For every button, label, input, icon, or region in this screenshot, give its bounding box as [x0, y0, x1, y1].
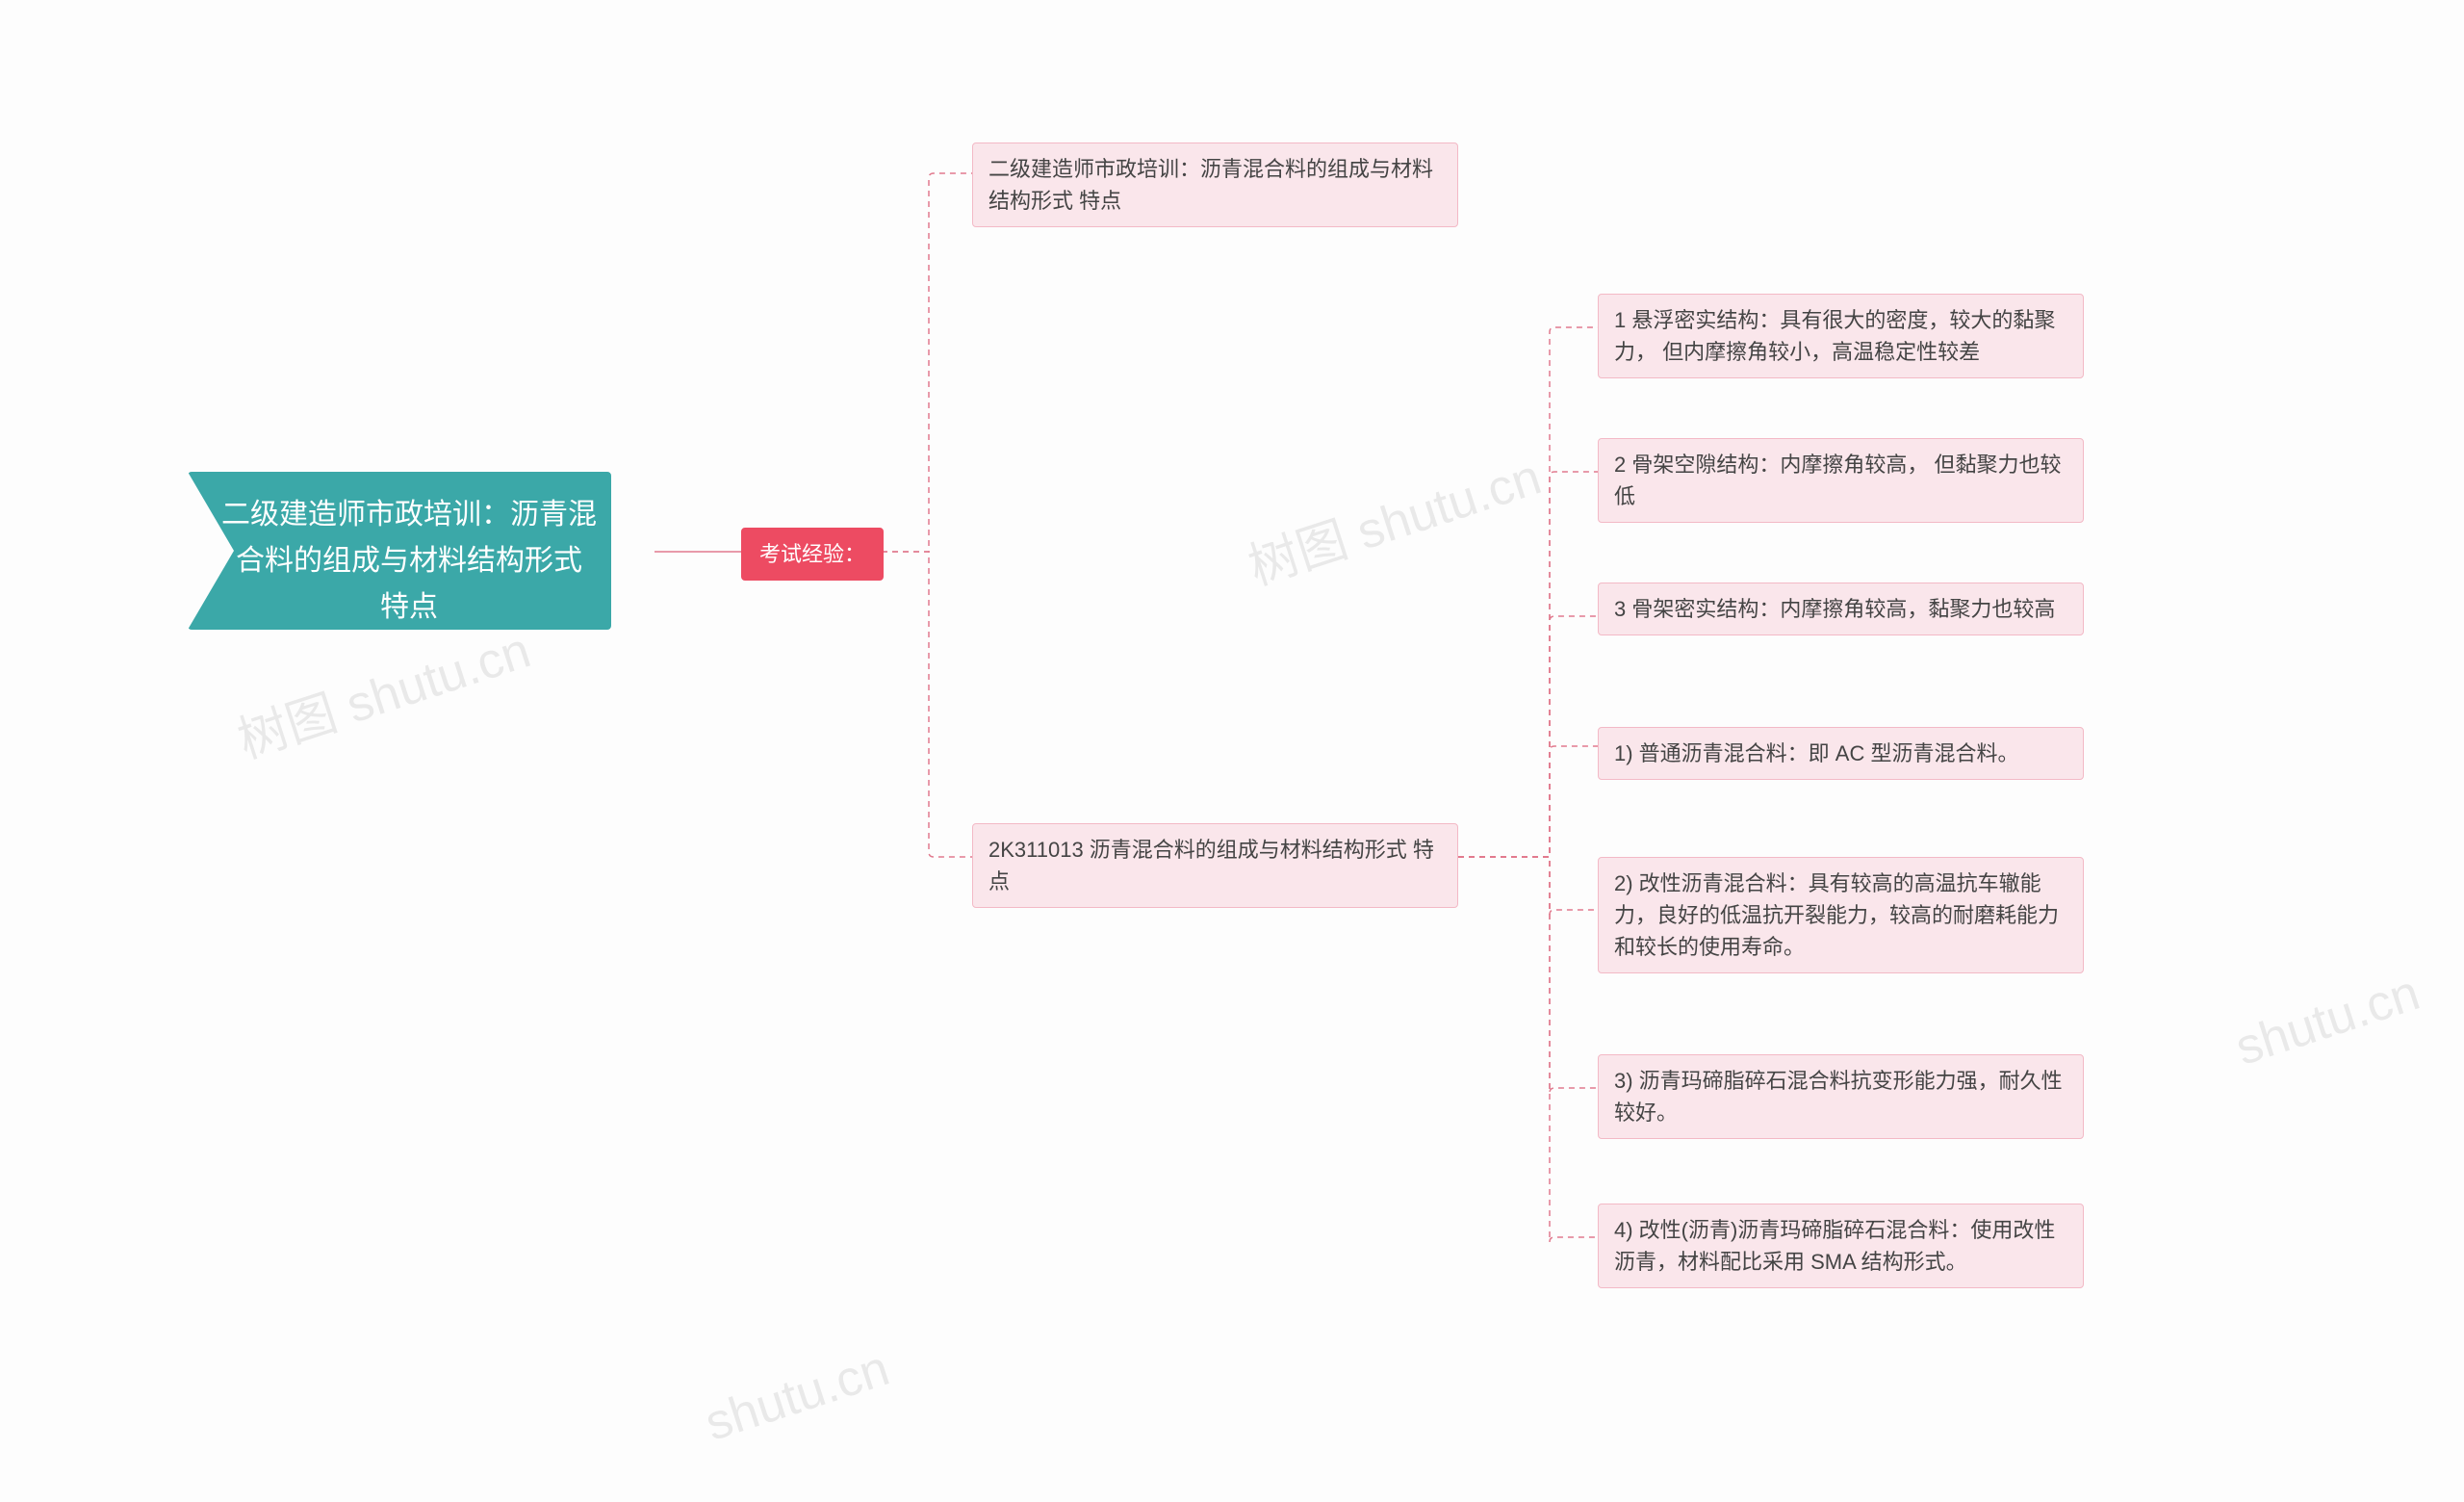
- root-label: 二级建造师市政培训：沥青混合料的组成与材料结构形式 特点: [221, 499, 597, 623]
- leaf-label: 2) 改性沥青混合料：具有较高的高温抗车辙能力，良好的低温抗开裂能力，较高的耐磨…: [1614, 871, 2059, 959]
- leaf-label: 1) 普通沥青混合料：即 AC 型沥青混合料。: [1614, 741, 2018, 765]
- branch-label: 2K311013 沥青混合料的组成与材料结构形式 特点: [988, 838, 1434, 893]
- root-node[interactable]: 二级建造师市政培训：沥青混合料的组成与材料结构形式 特点: [188, 472, 611, 630]
- watermark: shutu.cn: [2229, 964, 2426, 1077]
- leaf-node-2[interactable]: 2 骨架空隙结构：内摩擦角较高， 但黏聚力也较低: [1598, 438, 2084, 523]
- root-node-wrap: 二级建造师市政培训：沥青混合料的组成与材料结构形式 特点: [188, 472, 611, 630]
- branch-node-2[interactable]: 2K311013 沥青混合料的组成与材料结构形式 特点: [972, 823, 1458, 908]
- branch-node-1[interactable]: 二级建造师市政培训：沥青混合料的组成与材料结构形式 特点: [972, 142, 1458, 227]
- leaf-node-3[interactable]: 3 骨架密实结构：内摩擦角较高，黏聚力也较高: [1598, 583, 2084, 635]
- leaf-label: 3 骨架密实结构：内摩擦角较高，黏聚力也较高: [1614, 597, 2055, 621]
- watermark: 树图 shutu.cn: [1238, 436, 1549, 599]
- watermark: 树图 shutu.cn: [227, 609, 538, 772]
- branch-label: 二级建造师市政培训：沥青混合料的组成与材料结构形式 特点: [988, 157, 1433, 213]
- mid-node-exam-experience[interactable]: 考试经验：: [741, 528, 884, 581]
- leaf-node-5[interactable]: 2) 改性沥青混合料：具有较高的高温抗车辙能力，良好的低温抗开裂能力，较高的耐磨…: [1598, 857, 2084, 973]
- leaf-node-6[interactable]: 3) 沥青玛碲脂碎石混合料抗变形能力强，耐久性较好。: [1598, 1054, 2084, 1139]
- leaf-node-4[interactable]: 1) 普通沥青混合料：即 AC 型沥青混合料。: [1598, 727, 2084, 780]
- mid-label: 考试经验：: [759, 542, 865, 566]
- leaf-node-1[interactable]: 1 悬浮密实结构：具有很大的密度，较大的黏聚力， 但内摩擦角较小，高温稳定性较差: [1598, 294, 2084, 378]
- leaf-label: 4) 改性(沥青)沥青玛碲脂碎石混合料：使用改性沥青，材料配比采用 SMA 结构…: [1614, 1218, 2055, 1274]
- leaf-label: 1 悬浮密实结构：具有很大的密度，较大的黏聚力， 但内摩擦角较小，高温稳定性较差: [1614, 308, 2055, 364]
- leaf-label: 3) 沥青玛碲脂碎石混合料抗变形能力强，耐久性较好。: [1614, 1069, 2063, 1125]
- watermark: shutu.cn: [699, 1339, 896, 1453]
- leaf-node-7[interactable]: 4) 改性(沥青)沥青玛碲脂碎石混合料：使用改性沥青，材料配比采用 SMA 结构…: [1598, 1204, 2084, 1288]
- leaf-label: 2 骨架空隙结构：内摩擦角较高， 但黏聚力也较低: [1614, 453, 2061, 508]
